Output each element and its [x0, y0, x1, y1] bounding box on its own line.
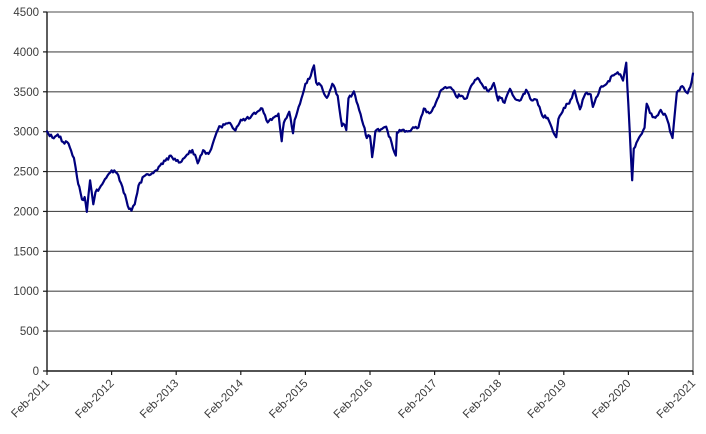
x-axis-tick-label: Feb-2014 — [203, 377, 247, 421]
y-axis-tick-label: 3500 — [13, 87, 39, 99]
y-axis-tick-label: 1500 — [13, 246, 39, 258]
x-axis-tick-label: Feb-2017 — [396, 378, 439, 421]
x-axis-tick-label: Feb-2021 — [655, 378, 698, 421]
y-axis-tick-label: 0 — [33, 366, 39, 378]
y-axis-tick-label: 2500 — [13, 167, 39, 179]
x-axis-tick-label: Feb-2020 — [590, 378, 633, 421]
x-axis-tick-label: Feb-2013 — [138, 378, 181, 421]
y-axis-tick-label: 500 — [20, 326, 39, 338]
y-axis-tick-label: 1000 — [13, 286, 39, 298]
price-line — [45, 61, 695, 213]
x-axis-tick-label: Feb-2011 — [9, 378, 52, 421]
x-axis-tick-label: Feb-2019 — [526, 378, 569, 421]
x-axis-tick-label: Feb-2015 — [267, 378, 310, 421]
y-axis-tick-label: 4000 — [13, 47, 39, 59]
y-axis-tick-label: 4500 — [13, 7, 39, 19]
x-axis-tick-label: Feb-2016 — [332, 378, 375, 421]
y-axis-tick-label: 2000 — [13, 206, 39, 218]
x-axis-tick-label: Feb-2012 — [73, 378, 116, 421]
x-axis-tick-label: Feb-2018 — [461, 378, 504, 421]
y-axis-tick-label: 3000 — [13, 127, 39, 139]
